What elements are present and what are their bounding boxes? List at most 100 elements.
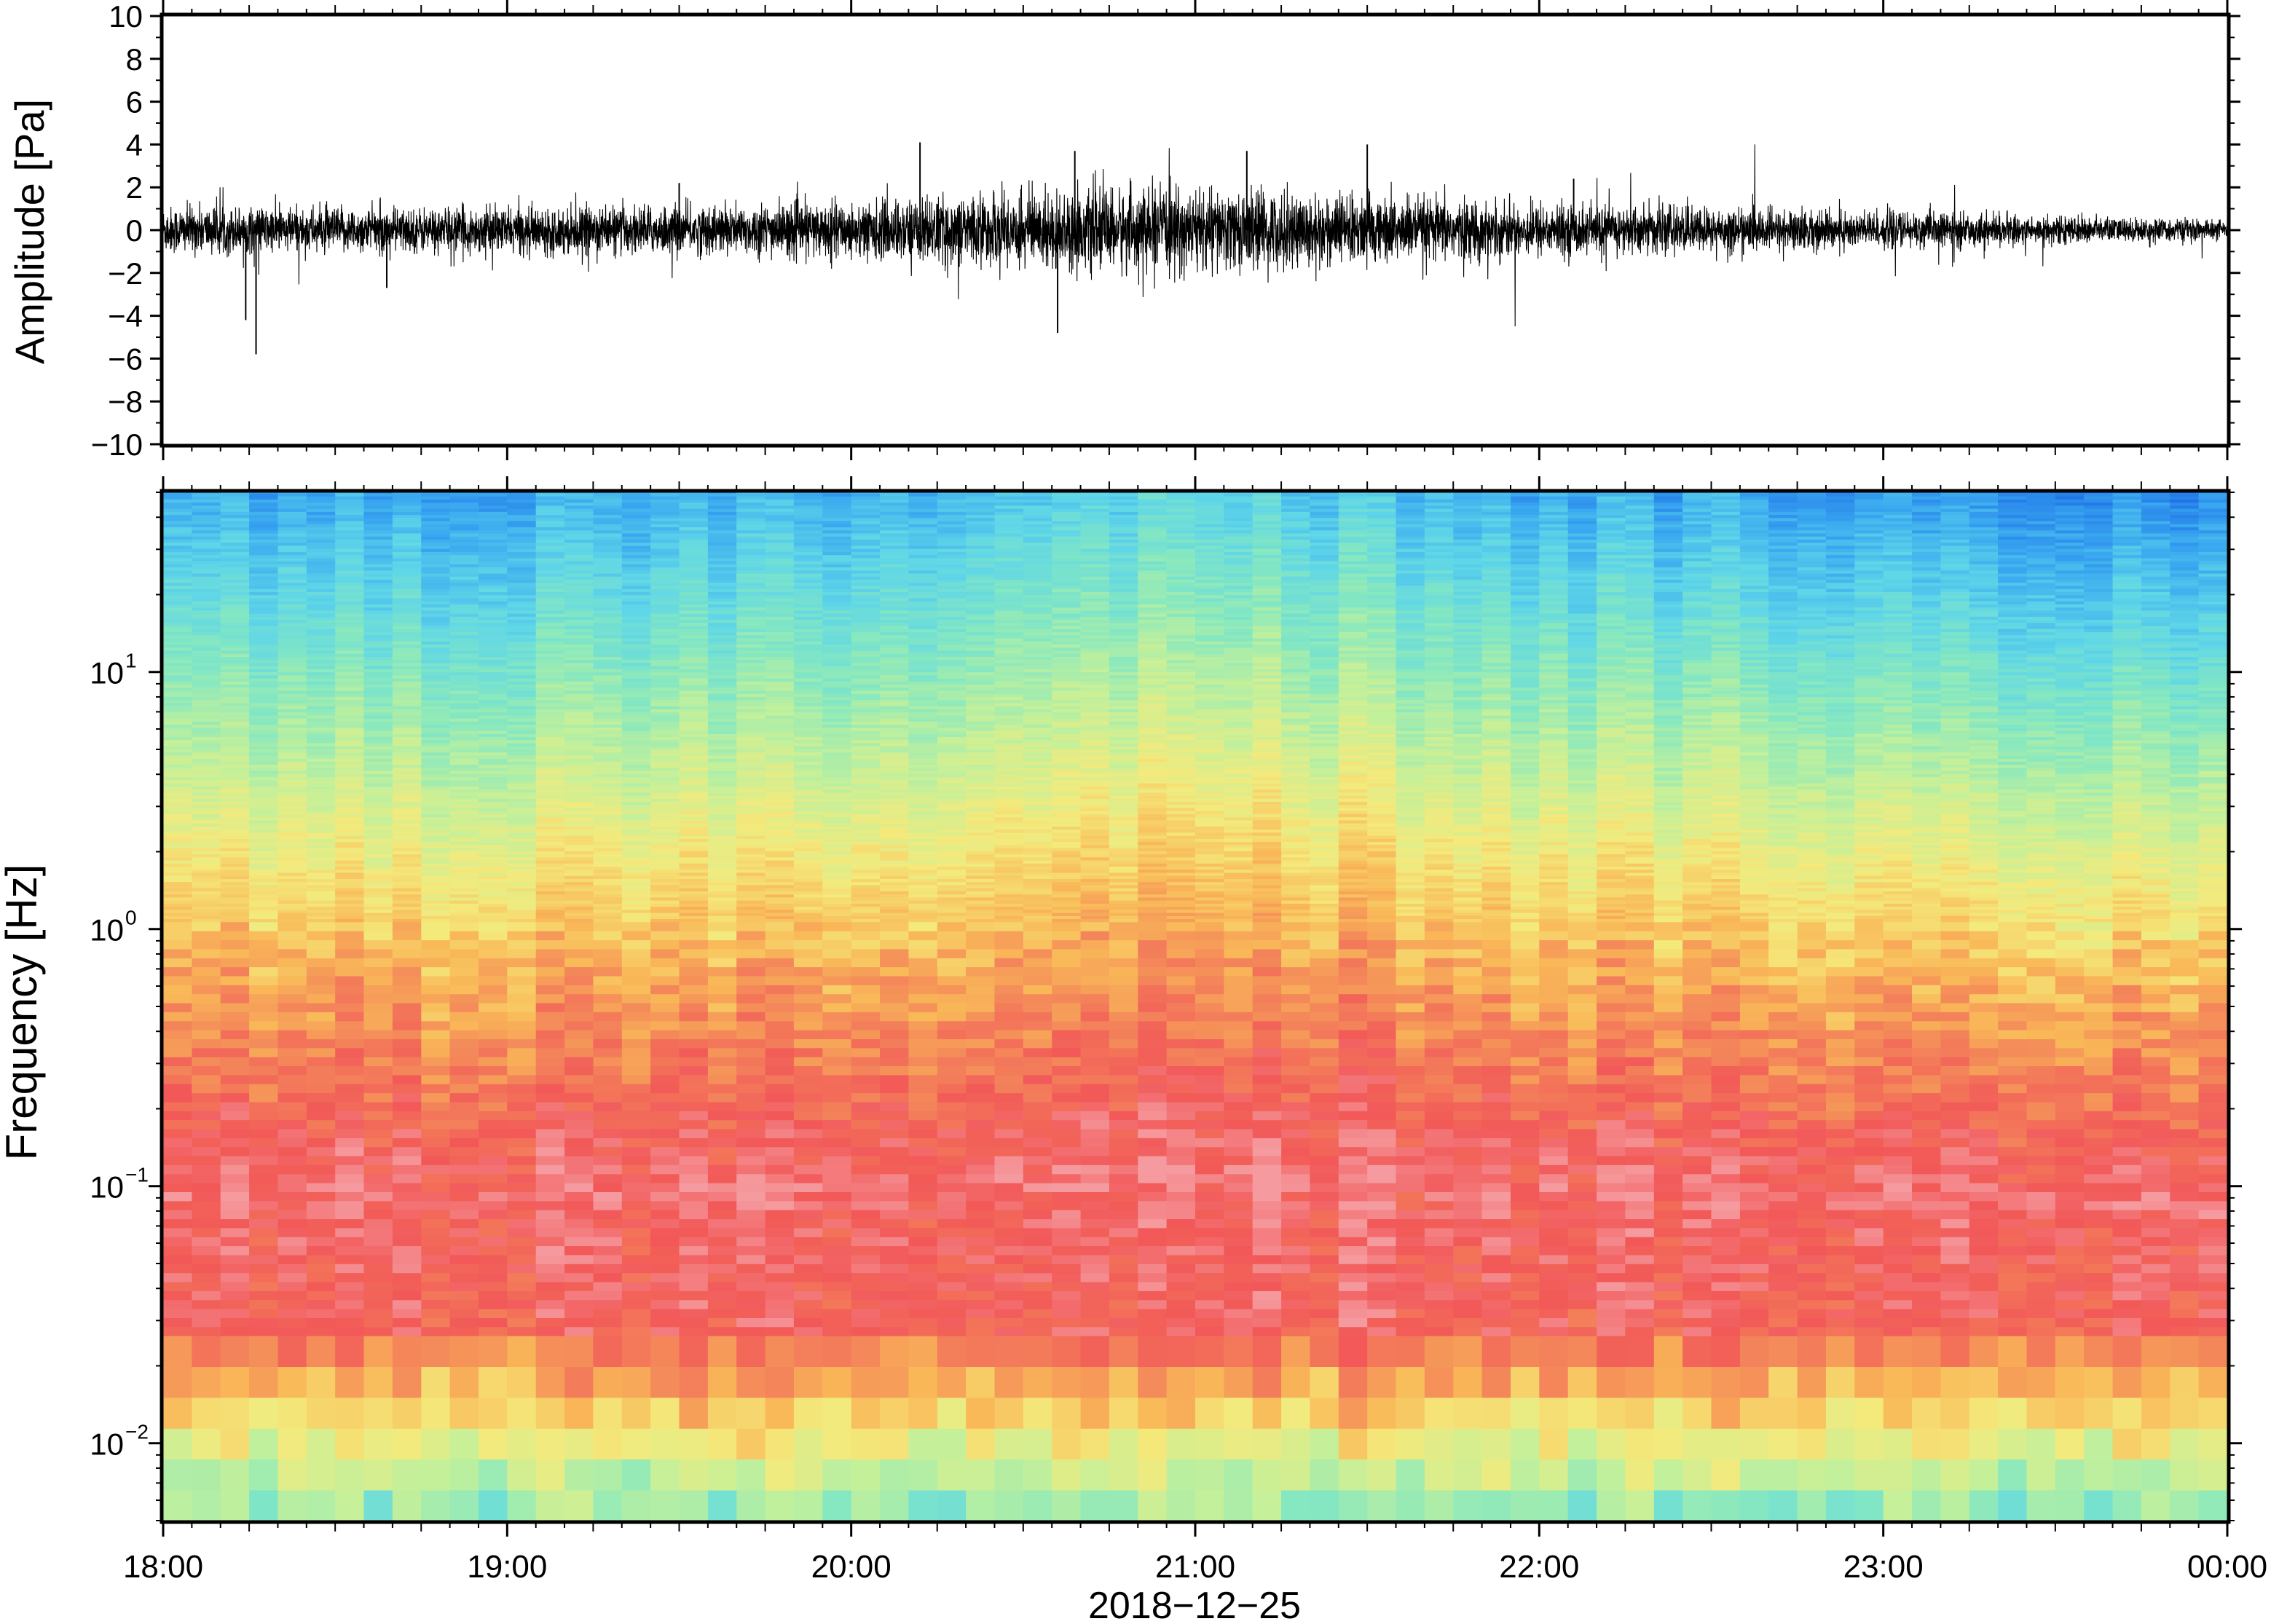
spectrogram-cell bbox=[278, 677, 307, 682]
spectrogram-cell bbox=[363, 1290, 393, 1301]
spectrogram-cell bbox=[421, 1335, 451, 1367]
spectrogram-cell bbox=[621, 659, 651, 663]
spectrogram-cell bbox=[163, 1335, 193, 1367]
spectrogram-cell bbox=[220, 930, 250, 941]
spectrogram-cell bbox=[192, 677, 221, 682]
spectrogram-cell bbox=[479, 1317, 508, 1328]
spectrogram-cell bbox=[707, 724, 738, 728]
spectrogram-cell bbox=[736, 1056, 766, 1066]
spectrogram-cell bbox=[736, 856, 766, 861]
spectrogram-cell bbox=[765, 1092, 795, 1103]
spectrogram-cell bbox=[392, 492, 422, 494]
spectrogram-cell bbox=[765, 835, 795, 839]
spectrogram-cell bbox=[851, 622, 881, 626]
spectrogram-cell bbox=[593, 1397, 623, 1429]
spectrogram-cell bbox=[479, 764, 508, 768]
spectrogram-cell bbox=[306, 975, 336, 985]
spectrogram-cell bbox=[621, 1038, 651, 1049]
spectrogram-cell bbox=[449, 786, 479, 790]
spectrogram-cell bbox=[765, 665, 795, 669]
spectrogram-cell bbox=[621, 1128, 651, 1138]
spectrogram-cell bbox=[793, 896, 824, 901]
spectrogram-cell bbox=[679, 851, 709, 855]
spectrogram-cell bbox=[192, 752, 221, 756]
spectrogram-cell bbox=[507, 1200, 537, 1210]
spectrogram-cell bbox=[278, 644, 307, 648]
spectrogram-cell bbox=[593, 832, 623, 836]
spectrogram-cell bbox=[707, 1119, 738, 1130]
spectrogram-cell bbox=[479, 724, 508, 728]
spectrogram-cell bbox=[306, 714, 336, 719]
spectrogram-cell bbox=[220, 835, 250, 839]
spectrogram-cell bbox=[249, 816, 279, 821]
spectrogram-cell bbox=[479, 1020, 508, 1030]
spectrogram-cell bbox=[707, 628, 738, 633]
spectrogram-cell bbox=[249, 798, 279, 803]
spectrogram-cell bbox=[679, 634, 709, 639]
spectrogram-cell bbox=[736, 1218, 766, 1229]
spectrogram-cell bbox=[363, 891, 393, 895]
spectrogram-cell bbox=[479, 712, 508, 716]
spectrogram-cell bbox=[535, 767, 565, 771]
spectrogram-cell bbox=[249, 492, 279, 494]
spectrogram-cell bbox=[421, 532, 451, 537]
spectrogram-cell bbox=[192, 896, 221, 901]
spectrogram-cell bbox=[564, 847, 594, 851]
spectrogram-cell bbox=[736, 572, 766, 577]
spectrogram-cell bbox=[564, 702, 594, 706]
waveform-y-tick-label: 6 bbox=[126, 85, 143, 119]
spectrogram-cell bbox=[421, 841, 451, 845]
spectrogram-cell bbox=[220, 832, 250, 836]
spectrogram-cell bbox=[736, 1272, 766, 1282]
spectrogram-cell bbox=[421, 631, 451, 636]
spectrogram-cell bbox=[421, 1427, 451, 1460]
spectrogram-cell bbox=[650, 894, 680, 898]
spectrogram-cell bbox=[765, 601, 795, 604]
spectrogram-cell bbox=[679, 789, 709, 793]
spectrogram-cell bbox=[363, 721, 393, 725]
spectrogram-cell bbox=[479, 801, 508, 805]
spectrogram-cell bbox=[249, 499, 279, 503]
spectrogram-cell bbox=[249, 1218, 279, 1229]
spectrogram-cell bbox=[621, 801, 651, 805]
spectrogram-cell bbox=[679, 887, 709, 891]
spectrogram-cell bbox=[278, 517, 307, 521]
spectrogram-cell bbox=[392, 687, 422, 691]
spectrogram-cell bbox=[220, 1335, 250, 1367]
spectrogram-cell bbox=[220, 1317, 250, 1328]
spectrogram-cell bbox=[707, 527, 738, 531]
spectrogram-cell bbox=[564, 878, 594, 883]
spectrogram-cell bbox=[449, 1173, 479, 1183]
spectrogram-cell bbox=[392, 650, 422, 654]
spectrogram-cell bbox=[163, 869, 193, 873]
spectrogram-cell bbox=[851, 746, 881, 750]
spectrogram-cell bbox=[765, 985, 795, 995]
spectrogram-cell bbox=[822, 677, 852, 682]
spectrogram-cell bbox=[278, 899, 307, 904]
spectrogram-cell bbox=[736, 770, 766, 774]
spectrogram-cell bbox=[249, 761, 279, 765]
spectrogram-cell bbox=[621, 607, 651, 611]
spectrogram-cell bbox=[220, 588, 250, 592]
spectrogram-cell bbox=[650, 717, 680, 722]
spectrogram-cell bbox=[679, 1101, 709, 1111]
spectrogram-cell bbox=[507, 1366, 537, 1398]
spectrogram-cell bbox=[220, 647, 250, 651]
spectrogram-cell bbox=[822, 776, 852, 781]
spectrogram-cell bbox=[507, 930, 537, 941]
spectrogram-cell bbox=[765, 1299, 795, 1309]
spectrogram-cell bbox=[736, 674, 766, 679]
spectrogram-cell bbox=[851, 807, 881, 811]
spectrogram-cell bbox=[650, 641, 680, 645]
spectrogram-cell bbox=[507, 1012, 537, 1022]
spectrogram-cell bbox=[335, 730, 365, 734]
spectrogram-cell bbox=[593, 662, 623, 666]
spectrogram-cell bbox=[220, 601, 250, 604]
spectrogram-cell bbox=[564, 832, 594, 836]
spectrogram-cell bbox=[449, 770, 479, 774]
spectrogram-cell bbox=[793, 773, 824, 778]
spectrogram-cell bbox=[507, 1002, 537, 1012]
spectrogram-cell bbox=[192, 773, 221, 778]
spectrogram-cell bbox=[163, 1366, 193, 1398]
spectrogram-cell bbox=[192, 514, 221, 519]
